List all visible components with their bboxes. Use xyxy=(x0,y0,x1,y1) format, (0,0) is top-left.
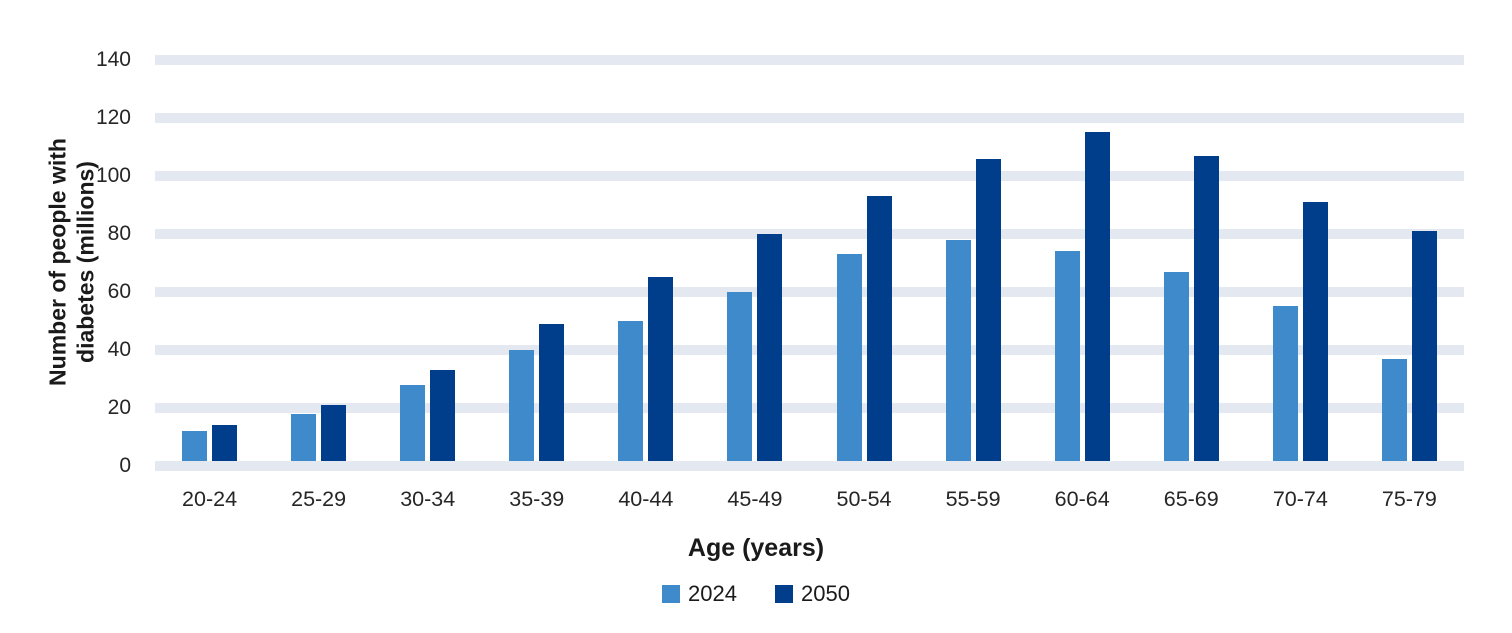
x-tick-label: 60-64 xyxy=(1054,487,1110,511)
bar-2024-20-24 xyxy=(182,431,208,461)
bar-group-30-34 xyxy=(373,60,482,466)
bar-2050-55-59 xyxy=(975,159,1001,461)
bar-2024-30-34 xyxy=(400,385,426,461)
bar-2024-65-69 xyxy=(1163,272,1189,461)
bar-2024-45-49 xyxy=(727,292,753,461)
legend: 2024 2050 xyxy=(0,581,1512,607)
bar-2024-40-44 xyxy=(618,321,644,461)
y-tick-label: 80 xyxy=(107,222,131,245)
y-tick-label: 140 xyxy=(95,48,131,71)
bar-groups xyxy=(155,60,1464,466)
bar-group-35-39 xyxy=(482,60,591,466)
x-tick-label: 55-59 xyxy=(945,487,1001,511)
gridline xyxy=(155,287,1464,297)
bar-2050-45-49 xyxy=(757,234,783,461)
legend-swatch-2024 xyxy=(662,585,681,603)
gridline xyxy=(155,171,1464,181)
x-tick-label: 75-79 xyxy=(1381,487,1437,511)
y-tick-label: 100 xyxy=(95,164,131,187)
bar-group-55-59 xyxy=(919,60,1028,466)
x-tick-label: 40-44 xyxy=(618,487,674,511)
x-axis-tick-labels: 20-24 25-29 30-34 35-39 40-44 45-49 50-54 55-59… xyxy=(155,487,1464,512)
bar-group-40-44 xyxy=(591,60,700,466)
x-tick-label: 45-49 xyxy=(727,487,783,511)
y-tick-label: 120 xyxy=(95,106,131,129)
bar-2050-70-74 xyxy=(1302,202,1328,461)
legend-item-2050: 2050 xyxy=(775,581,850,607)
x-tick-label: 50-54 xyxy=(836,487,892,511)
bar-2024-35-39 xyxy=(509,350,535,461)
x-tick-label: 25-29 xyxy=(291,487,347,511)
legend-item-2024: 2024 xyxy=(662,581,737,607)
gridline xyxy=(155,461,1464,471)
bar-group-70-74 xyxy=(1246,60,1355,466)
bar-group-60-64 xyxy=(1028,60,1137,466)
bar-2024-70-74 xyxy=(1272,306,1298,461)
bar-group-20-24 xyxy=(155,60,264,466)
bar-group-45-49 xyxy=(700,60,809,466)
y-tick-label: 60 xyxy=(107,280,131,303)
gridline xyxy=(155,345,1464,355)
bar-2050-65-69 xyxy=(1193,156,1219,461)
bar-group-65-69 xyxy=(1137,60,1246,466)
y-tick-label: 0 xyxy=(119,454,131,477)
x-axis-title: Age (years) xyxy=(687,534,825,562)
x-tick-label: 70-74 xyxy=(1272,487,1328,511)
plot-area: 0 20 40 60 80 100 120 140 xyxy=(96,49,1464,477)
x-tick-label: 65-69 xyxy=(1163,487,1219,511)
gridline xyxy=(155,113,1464,123)
bar-2050-30-34 xyxy=(430,370,456,461)
bar-2024-55-59 xyxy=(945,240,971,461)
y-axis-title-line-1: Number of people with xyxy=(44,138,71,386)
bar-2050-50-54 xyxy=(866,196,892,461)
bar-2050-75-79 xyxy=(1411,231,1437,461)
gridline xyxy=(155,55,1464,65)
bar-2050-40-44 xyxy=(648,277,674,461)
bar-2050-35-39 xyxy=(539,324,565,461)
bar-group-75-79 xyxy=(1355,60,1464,466)
bar-2024-50-54 xyxy=(836,254,862,461)
bar-2050-60-64 xyxy=(1084,132,1110,461)
legend-swatch-2050 xyxy=(775,585,793,603)
gridline xyxy=(155,403,1464,413)
bar-2050-20-24 xyxy=(212,425,238,461)
bar-2024-60-64 xyxy=(1054,251,1080,461)
bar-2024-25-29 xyxy=(291,414,317,461)
bar-2050-25-29 xyxy=(321,405,347,461)
bar-group-25-29 xyxy=(264,60,373,466)
gridline xyxy=(155,229,1464,239)
legend-label: 2050 xyxy=(801,581,850,606)
legend-label: 2024 xyxy=(688,581,737,606)
x-tick-label: 20-24 xyxy=(182,487,238,511)
bar-2024-75-79 xyxy=(1381,359,1407,461)
y-tick-label: 20 xyxy=(107,396,131,419)
x-tick-label: 30-34 xyxy=(400,487,456,511)
y-tick-label: 40 xyxy=(107,338,131,361)
bar-group-50-54 xyxy=(809,60,918,466)
x-tick-label: 35-39 xyxy=(509,487,565,511)
